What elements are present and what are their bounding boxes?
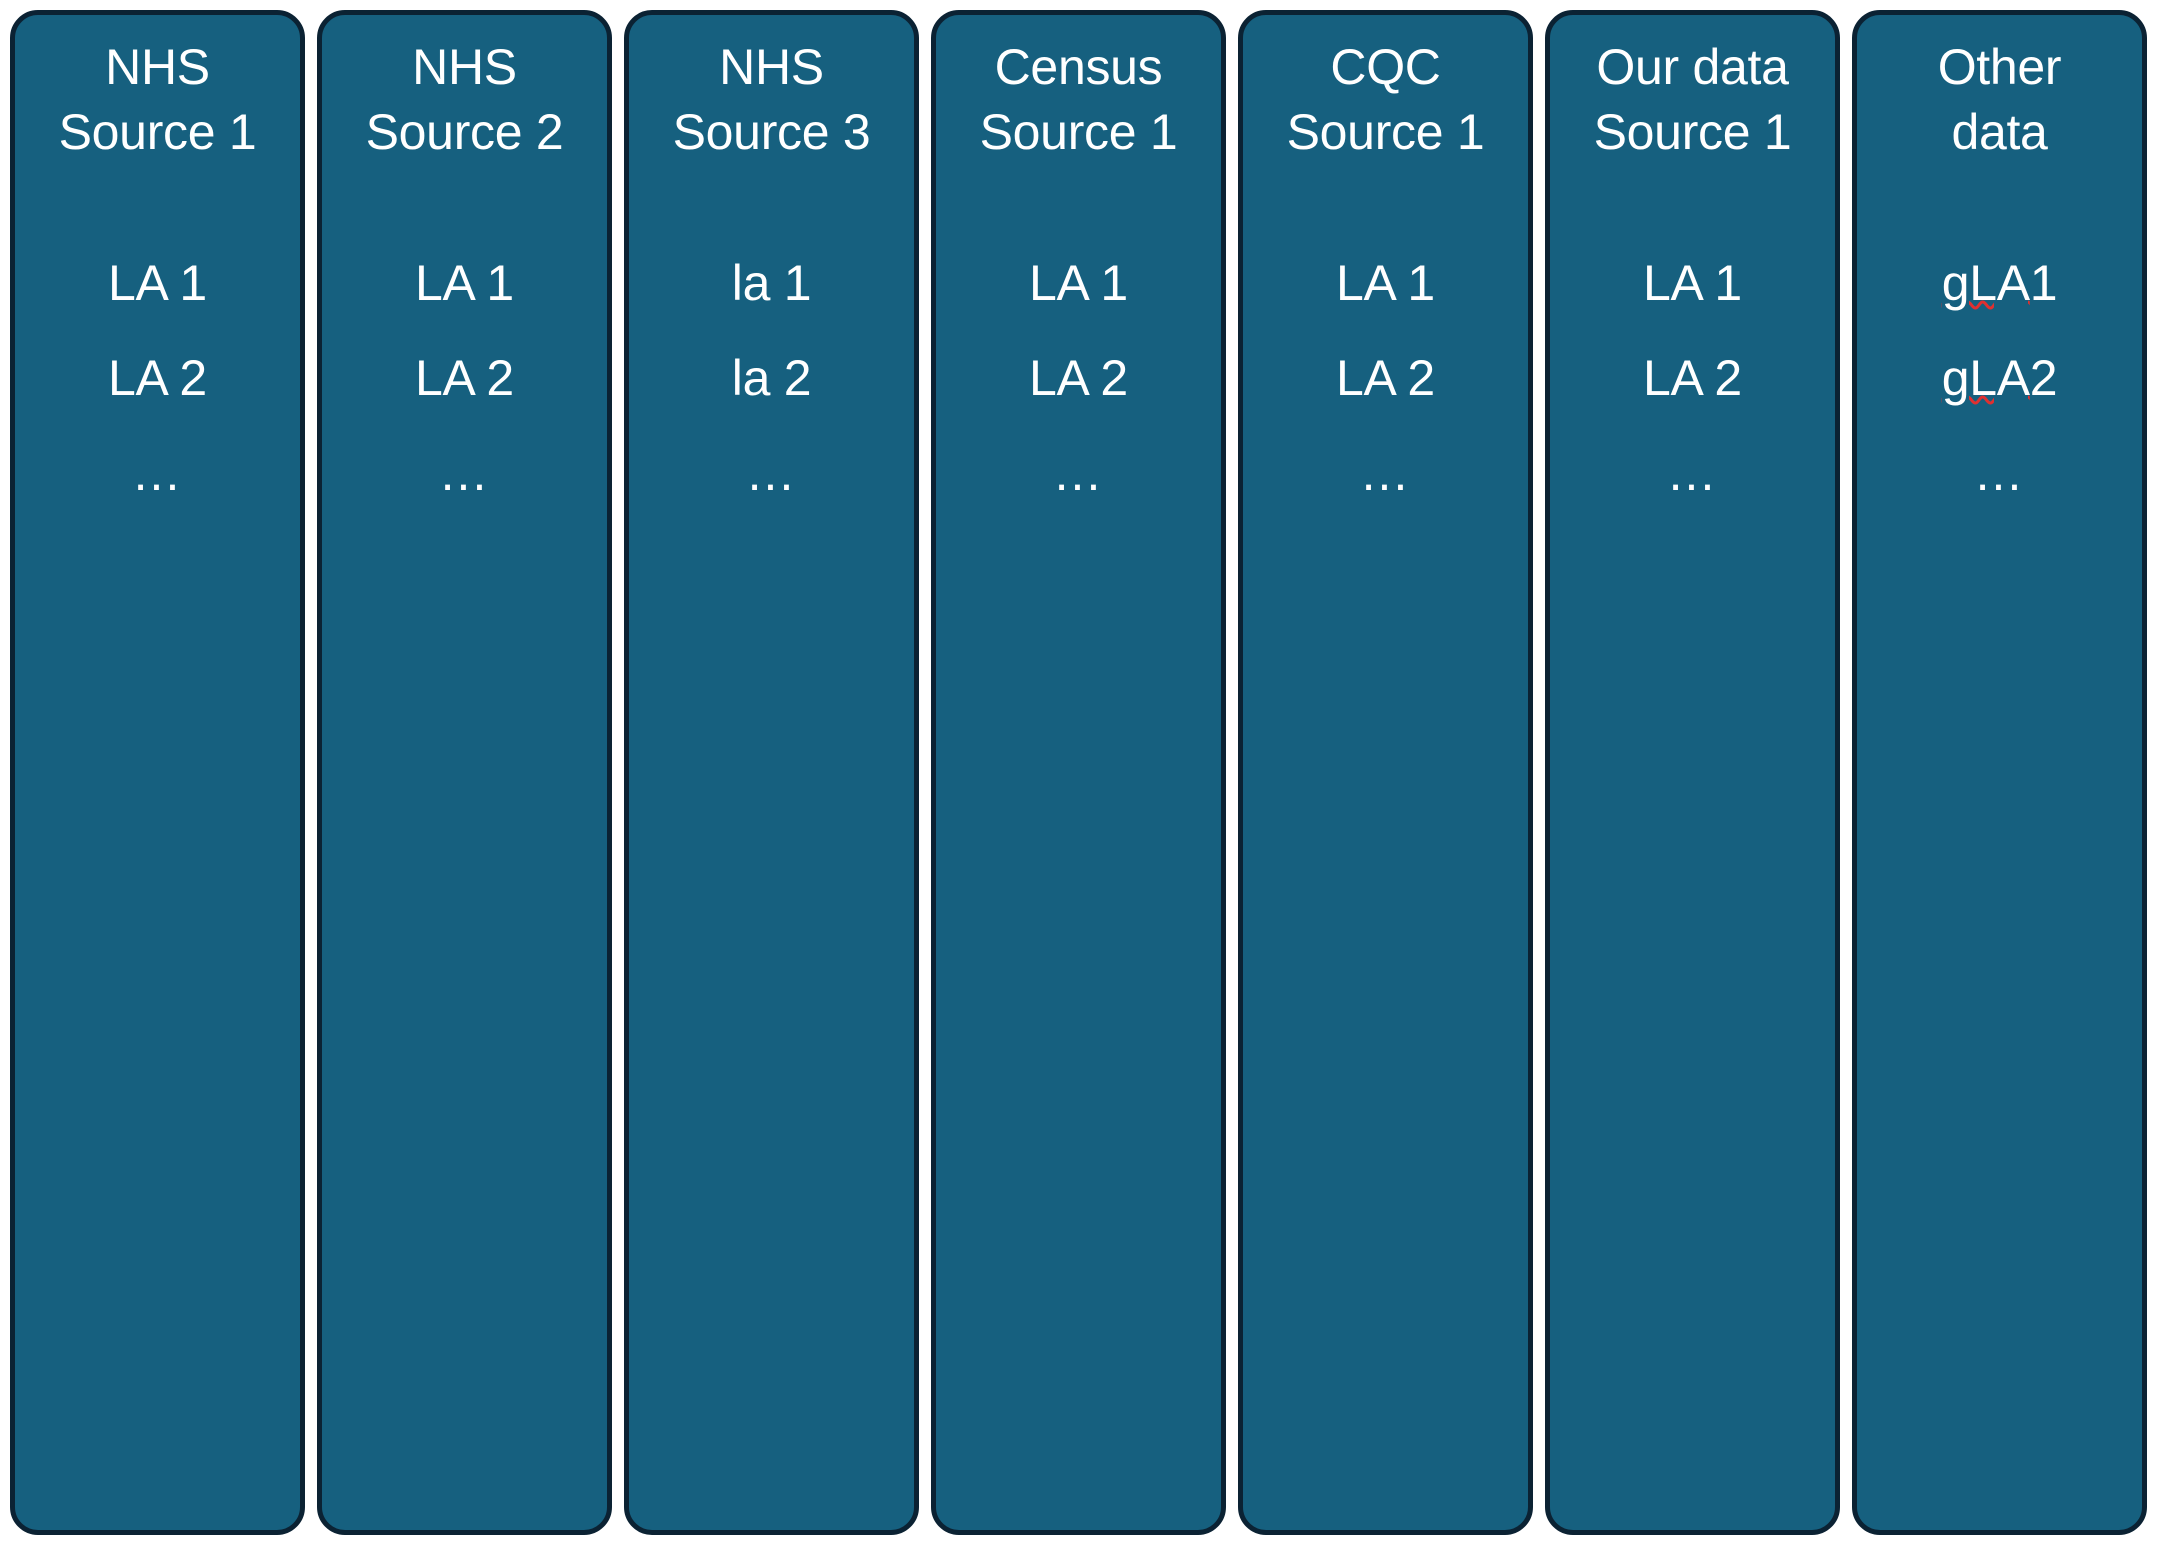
column-item: LA 1 [1029, 254, 1128, 311]
column-item: gLA 1 [1857, 235, 2142, 330]
column-items-other-data: gLA 1 gLA 2... [1857, 235, 2142, 520]
column-header-our-data-source-1: Our data Source 1 [1593, 39, 1792, 160]
column-items-nhs-source-1: LA 1 LA 2... [15, 235, 300, 520]
column-item-ellipsis: ... [747, 444, 796, 501]
column-item: LA 1 [1336, 254, 1435, 311]
column-item-suffix: 2 [2029, 349, 2058, 406]
column-item: LA 2 [1336, 349, 1435, 406]
column-items-nhs-source-2: LA 1 LA 2... [322, 235, 607, 520]
column-item-ellipsis: ... [440, 444, 489, 501]
column-item: LA 2 [1029, 349, 1128, 406]
column-items-census-source-1: LA 1 LA 2... [936, 235, 1221, 520]
column-item: LA 2 [108, 349, 207, 406]
column-item-ellipsis: ... [1668, 444, 1717, 501]
column-item: LA 2 [415, 349, 514, 406]
column-item: la 2 [731, 349, 812, 406]
column-item: LA 1 [108, 254, 207, 311]
column-item-suffix: 1 [2029, 254, 2058, 311]
column-item: la 1 [731, 254, 812, 311]
column-items-cqc-source-1: LA 1 LA 2... [1243, 235, 1528, 520]
column-item: gLA 2 [1857, 330, 2142, 425]
column-item-ellipsis: ... [1054, 444, 1103, 501]
column-header-nhs-source-3: NHS Source 3 [672, 39, 871, 160]
column-items-nhs-source-3: la 1 la 2... [629, 235, 914, 520]
column-item-ellipsis: ... [1975, 444, 2024, 501]
column-header-nhs-source-2: NHS Source 2 [365, 39, 564, 160]
column-item: LA 1 [415, 254, 514, 311]
source-column-census-source-1[interactable]: Census Source 1 LA 1 LA 2... [931, 10, 1226, 1535]
column-item-ellipsis: ... [1361, 444, 1410, 501]
column-item-ellipsis: ... [133, 444, 182, 501]
source-column-other-data[interactable]: Other data gLA 1 gLA 2... [1852, 10, 2147, 1535]
column-header-cqc-source-1: CQC Source 1 [1286, 39, 1485, 160]
source-column-cqc-source-1[interactable]: CQC Source 1 LA 1 LA 2... [1238, 10, 1533, 1535]
misspelled-text: gLA [1941, 254, 2030, 311]
source-column-nhs-source-1[interactable]: NHS Source 1 LA 1 LA 2... [10, 10, 305, 1535]
source-column-nhs-source-2[interactable]: NHS Source 2 LA 1 LA 2... [317, 10, 612, 1535]
source-column-nhs-source-3[interactable]: NHS Source 3 la 1 la 2... [624, 10, 919, 1535]
column-item: LA 1 [1643, 254, 1742, 311]
column-items-our-data-source-1: LA 1 LA 2... [1550, 235, 1835, 520]
column-header-other-data: Other data [1937, 39, 2062, 160]
column-header-census-source-1: Census Source 1 [979, 39, 1178, 160]
source-column-our-data-source-1[interactable]: Our data Source 1 LA 1 LA 2... [1545, 10, 1840, 1535]
column-item: LA 2 [1643, 349, 1742, 406]
misspelled-text: gLA [1941, 349, 2030, 406]
column-header-nhs-source-1: NHS Source 1 [58, 39, 257, 160]
